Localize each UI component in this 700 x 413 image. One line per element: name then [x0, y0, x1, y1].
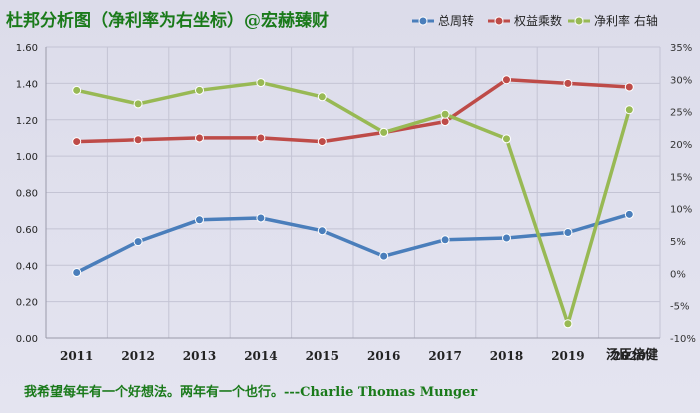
- x-tick-label: 2016: [367, 349, 400, 363]
- x-tick-label: 2013: [183, 349, 216, 363]
- data-point: [502, 233, 511, 243]
- author-label: 汤臣倍健: [606, 347, 658, 363]
- y-right-tick-label: -5%: [670, 302, 689, 313]
- data-point: [256, 213, 266, 223]
- y-left-tick-label: 0.40: [16, 261, 38, 272]
- y-left-tick-label: 1.20: [16, 116, 38, 127]
- x-tick-label: 2011: [60, 349, 93, 363]
- y-left-tick-label: 1.40: [16, 79, 38, 90]
- y-left-tick-label: 0.20: [16, 298, 38, 309]
- y-left-tick-label: 0.60: [16, 225, 38, 236]
- data-point: [624, 82, 634, 92]
- y-left-tick-label: 1.60: [16, 43, 38, 54]
- y-right-tick-label: 35%: [670, 43, 692, 54]
- legend-item: 权益乘数: [488, 13, 562, 28]
- data-point: [379, 251, 389, 261]
- legend-label: 总周转: [438, 13, 474, 28]
- data-point: [133, 237, 143, 247]
- data-point: [440, 117, 450, 127]
- x-tick-label: 2019: [551, 349, 584, 363]
- y-left-tick-label: 0.80: [16, 189, 38, 200]
- data-point: [440, 235, 450, 245]
- legend-item: 总周转: [412, 13, 474, 28]
- data-point: [624, 209, 634, 219]
- data-point: [195, 215, 204, 225]
- legend-label: 权益乘数: [514, 13, 562, 28]
- y-right-tick-label: 0%: [670, 269, 686, 280]
- data-point: [563, 228, 573, 238]
- x-tick-label: 2020: [613, 349, 646, 363]
- x-axis: 2011 2012 2013 2014 2015 2016 2017 2018 2019 2020: [60, 349, 646, 363]
- data-point: [379, 127, 389, 137]
- data-point: [256, 133, 266, 143]
- legend: 总周转 权益乘数 净利率 右轴: [412, 13, 658, 28]
- legend-swatch-marker: [418, 16, 428, 26]
- x-tick-label: 2015: [306, 349, 339, 363]
- x-tick-label: 2017: [428, 349, 461, 363]
- data-point: [256, 78, 266, 88]
- y-left-tick-label: 1.00: [16, 152, 38, 163]
- data-point: [317, 92, 327, 102]
- data-point: [72, 268, 82, 278]
- y-right-tick-label: 30%: [670, 75, 692, 86]
- legend-swatch-marker: [574, 16, 584, 26]
- x-tick-label: 2014: [244, 349, 277, 363]
- y-right-tick-label: 5%: [670, 237, 686, 248]
- y-left-tick-label: 0.00: [16, 334, 38, 345]
- y-axis-right: -10% -5% 0% 5% 10% 15% 20% 25% 30% 35%: [670, 43, 696, 345]
- legend-swatch-marker: [494, 16, 504, 26]
- data-point: [72, 137, 82, 147]
- data-point: [317, 137, 327, 147]
- legend-item: 净利率 右轴: [568, 13, 658, 28]
- y-axis-left: 0.00 0.20 0.40 0.60 0.80 1.00 1.20 1.40 1.60: [16, 43, 38, 345]
- y-right-tick-label: 15%: [670, 172, 692, 183]
- series-1: [72, 75, 634, 147]
- series-line: [74, 77, 632, 144]
- quote-text: 我希望每年有一个好想法。两年有一个也行。---Charlie Thomas Mu…: [24, 384, 477, 400]
- y-right-tick-label: 10%: [670, 205, 692, 216]
- x-tick-label: 2018: [490, 349, 523, 363]
- data-point: [563, 78, 573, 88]
- legend-label: 净利率 右轴: [594, 13, 658, 28]
- series-line: [74, 80, 632, 326]
- y-right-tick-label: 25%: [670, 108, 692, 119]
- data-point: [195, 85, 204, 95]
- data-point: [502, 75, 511, 85]
- x-tick-label: 2012: [121, 349, 154, 363]
- data-point: [133, 135, 143, 145]
- data-point: [195, 133, 204, 143]
- data-point: [502, 134, 511, 144]
- series-2: [72, 78, 634, 329]
- data-point: [563, 319, 573, 329]
- data-point: [440, 109, 450, 119]
- series-layer: [72, 75, 634, 329]
- data-point: [624, 105, 634, 115]
- data-point: [133, 99, 143, 109]
- data-point: [72, 85, 82, 95]
- data-point: [317, 226, 327, 236]
- y-right-tick-label: -10%: [670, 334, 696, 345]
- chart-title: 杜邦分析图（净利率为右坐标）@宏赫臻财: [6, 10, 329, 31]
- y-right-tick-label: 20%: [670, 140, 692, 151]
